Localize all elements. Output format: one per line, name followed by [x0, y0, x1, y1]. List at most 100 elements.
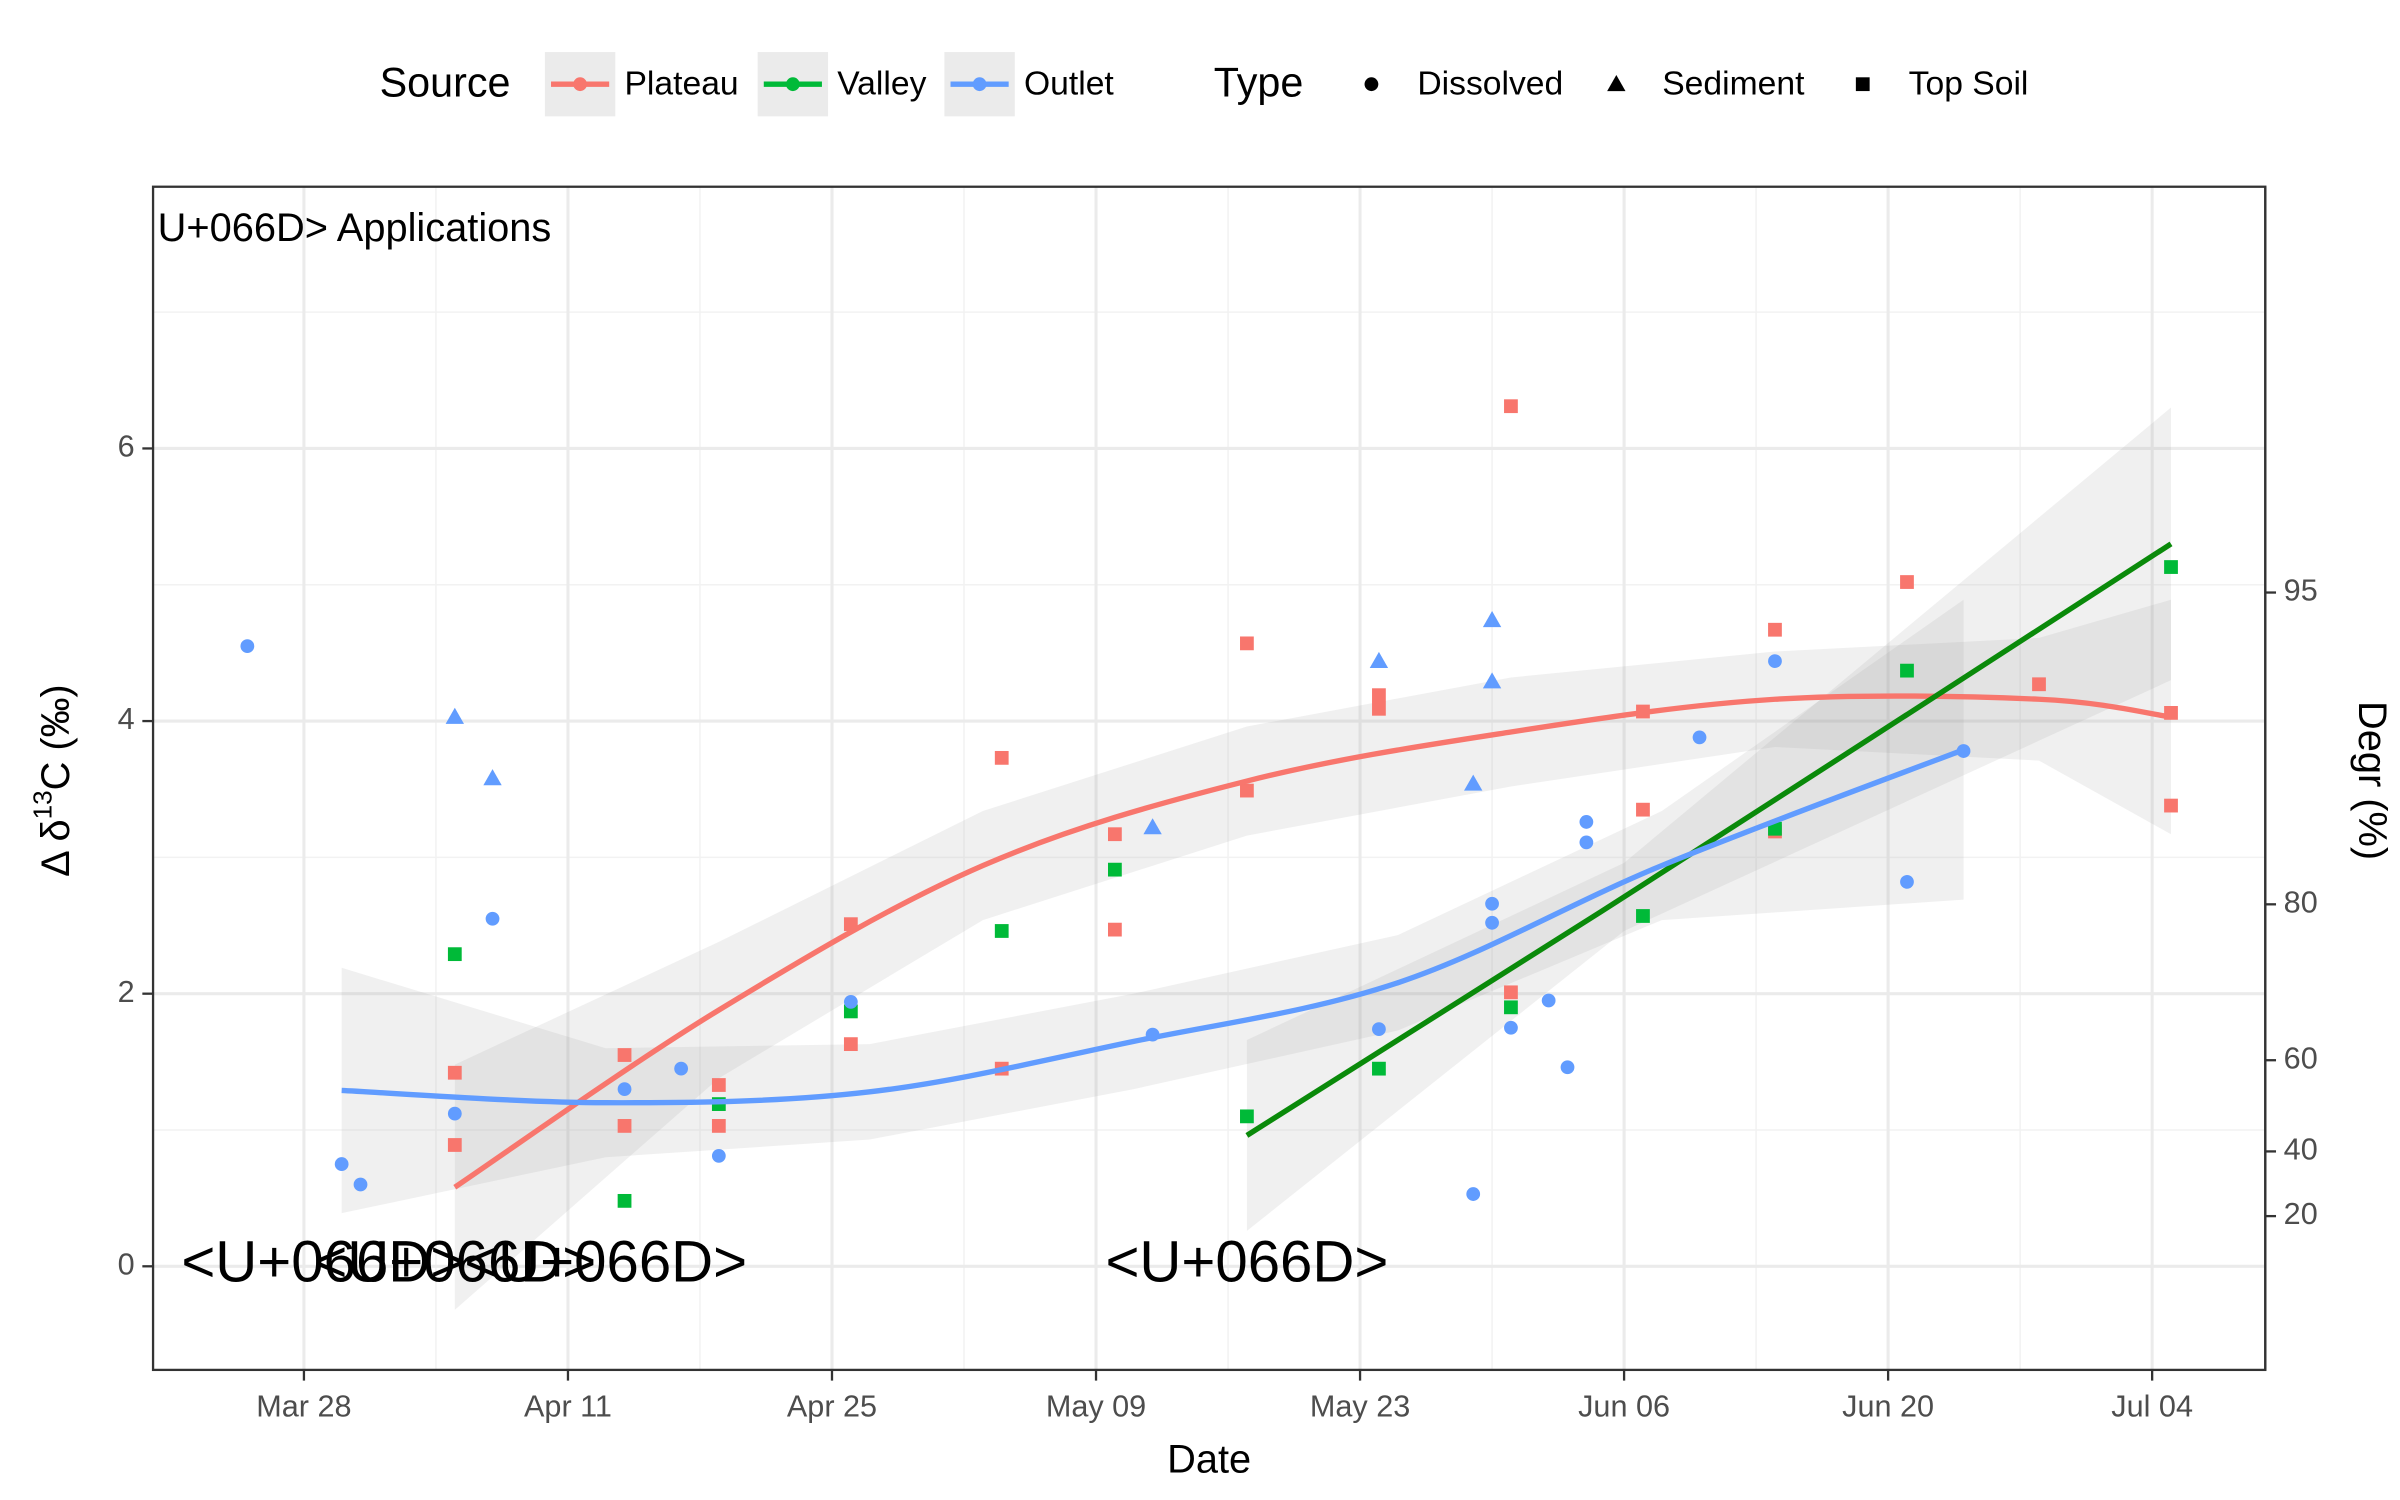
y-title-suffix: C (‰)	[34, 684, 78, 790]
fit-line	[341, 747, 1965, 1106]
point	[1768, 654, 1782, 668]
point	[617, 1082, 632, 1096]
legend-dot	[972, 77, 987, 92]
x-tick-label: Jul 04	[2111, 1389, 2193, 1423]
legend-label: Valley	[837, 66, 926, 103]
annotation: <U+066D>	[181, 1230, 464, 1295]
point	[1768, 821, 1782, 836]
point	[240, 639, 255, 653]
point	[1768, 622, 1782, 637]
point	[1107, 862, 1122, 877]
point	[1372, 701, 1386, 716]
fit-line	[453, 693, 2172, 1190]
point	[1560, 1060, 1575, 1075]
point	[485, 911, 500, 926]
point	[1482, 611, 1502, 628]
point	[1466, 1187, 1481, 1201]
point	[1541, 993, 1556, 1008]
point	[1504, 399, 1518, 414]
annotation: <U+066D>	[1105, 1230, 1388, 1295]
point	[1107, 922, 1122, 937]
point	[447, 947, 462, 962]
y-tick-label: 4	[118, 702, 135, 736]
point	[1504, 1000, 1518, 1015]
legend-dot	[573, 77, 587, 92]
point	[1143, 818, 1162, 835]
point	[445, 707, 464, 724]
y-axis-title: Δ δ13C (‰)	[27, 684, 77, 877]
y-tick-label: 2	[118, 975, 135, 1009]
point	[1485, 896, 1499, 911]
point	[1900, 875, 1914, 889]
point	[843, 1037, 858, 1052]
point	[711, 1078, 726, 1092]
legend-shape	[1607, 75, 1626, 92]
point	[617, 1119, 632, 1133]
annotation: <U+066D>	[313, 1230, 596, 1295]
x-tick-label: May 23	[1310, 1389, 1410, 1423]
point	[2032, 677, 2046, 692]
y-tick-label: 6	[118, 430, 135, 464]
confidence-band	[454, 599, 2172, 1310]
legend-shape	[1364, 77, 1379, 92]
point	[1636, 802, 1650, 817]
point	[483, 769, 502, 786]
y2-tick-label: 40	[2284, 1133, 2318, 1167]
x-tick-label: Apr 25	[787, 1389, 877, 1423]
point	[1692, 730, 1707, 745]
point	[1485, 915, 1499, 930]
point	[1372, 1061, 1386, 1076]
x-tick-label: Jun 20	[1842, 1389, 1934, 1423]
legend-label: Plateau	[624, 66, 738, 103]
point	[447, 1065, 462, 1080]
point	[1369, 651, 1389, 668]
point	[1482, 672, 1502, 689]
point	[1636, 909, 1650, 923]
point	[617, 1193, 632, 1208]
legend-dot	[785, 77, 800, 92]
point	[1464, 774, 1483, 791]
point	[1504, 1020, 1518, 1035]
point	[1107, 827, 1122, 842]
point	[1504, 985, 1518, 1000]
point	[674, 1061, 689, 1076]
point	[1579, 815, 1594, 829]
y2-tick-label: 20	[2284, 1197, 2318, 1231]
point	[1240, 783, 1254, 798]
point	[994, 750, 1009, 765]
point	[1900, 663, 1914, 678]
point	[1240, 636, 1254, 651]
point	[711, 1149, 726, 1163]
legend-label: Dissolved	[1417, 66, 1563, 103]
annotation: <U+066D>	[464, 1230, 747, 1295]
y2-tick-label: 60	[2284, 1041, 2318, 1075]
x-tick-label: May 09	[1046, 1389, 1146, 1423]
x-axis-title: Date	[1167, 1437, 1251, 1481]
point	[843, 1004, 858, 1019]
legend-title: Source	[380, 60, 511, 106]
point	[1900, 575, 1914, 589]
y2-tick-label: 80	[2284, 885, 2318, 919]
x-tick-label: Mar 28	[256, 1389, 351, 1423]
annotation: U+066D> Applications	[158, 206, 552, 250]
confidence-band	[1246, 407, 2172, 1231]
x-tick-label: Jun 06	[1578, 1389, 1670, 1423]
point	[2164, 560, 2178, 574]
point	[994, 924, 1009, 938]
y-tick-label: 0	[118, 1247, 135, 1281]
legend-title: Type	[1214, 60, 1304, 106]
fit-line	[1245, 541, 2173, 1138]
point	[353, 1177, 368, 1192]
legend-label: Sediment	[1662, 66, 1805, 103]
confidence-band	[341, 599, 1964, 1214]
point	[1372, 688, 1386, 703]
y-title-sup: 13	[27, 790, 57, 819]
y2-tick-label: 95	[2284, 574, 2318, 608]
point	[447, 1138, 462, 1152]
point	[1240, 1109, 1254, 1124]
y2-axis-title: Degr (%)	[2350, 701, 2394, 860]
legend-label: Outlet	[1024, 66, 1114, 103]
point	[711, 1119, 726, 1133]
